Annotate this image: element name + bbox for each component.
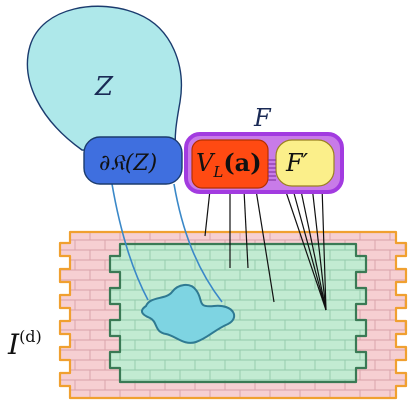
label-I-main: I: [7, 328, 20, 361]
label-boundary: ∂𝔎(Z): [99, 151, 157, 176]
label-VL-main: V: [196, 149, 216, 177]
fprime-line-3: [299, 185, 327, 311]
inner-region: [108, 242, 368, 384]
connector-tube: [111, 183, 223, 303]
label-Fprime: F′: [285, 149, 309, 177]
vl-line-1: [204, 189, 211, 237]
label-VL-sub: L: [212, 163, 223, 181]
label-Z: Z: [94, 72, 114, 102]
vl-fprime-links: [268, 159, 276, 181]
blob-shape: [140, 284, 236, 344]
fprime-line-5: [321, 185, 327, 311]
label-I-sup: (d): [19, 327, 42, 346]
label-VL-arg: (a): [223, 148, 261, 177]
fprime-line-2: [291, 185, 327, 311]
boundary-box: [83, 136, 183, 185]
fprime-line-4: [311, 185, 327, 311]
label-F: F: [253, 104, 272, 132]
fprime-line-1: [283, 185, 327, 311]
label-VL: VL(a): [196, 148, 262, 181]
label-I-d: I(d): [7, 327, 42, 361]
fprime-box: [275, 139, 335, 187]
vl-line-3: [243, 189, 249, 269]
vl-line-4: [255, 189, 275, 303]
connector-lines: [204, 185, 327, 311]
inner-brick-wall: [108, 242, 368, 384]
z-region: [26, 5, 182, 153]
